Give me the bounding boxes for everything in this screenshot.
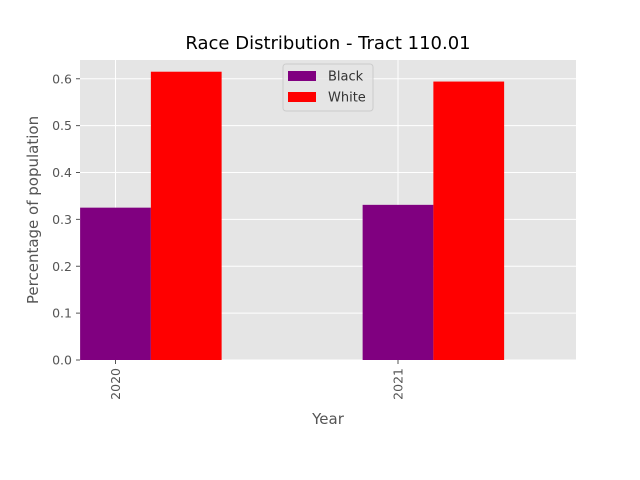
x-tick-label: 2021 <box>391 368 406 400</box>
bar-white-2021 <box>433 81 505 360</box>
bar-white-2020 <box>150 71 222 360</box>
legend: Black White <box>282 63 374 112</box>
y-tick-label: 0.5 <box>52 118 72 133</box>
y-tick-label: 0.2 <box>52 259 72 274</box>
y-axis-label: Percentage of population <box>24 116 42 304</box>
y-tick-label: 0.4 <box>52 165 72 180</box>
bar-black-2021 <box>362 204 434 360</box>
y-tick-label: 0.3 <box>52 212 72 227</box>
chart-title: Race Distribution - Tract 110.01 <box>185 33 470 54</box>
y-tick-label: 0.0 <box>52 353 72 368</box>
x-axis-label: Year <box>311 410 345 428</box>
legend-swatch-black <box>288 71 316 81</box>
x-axis-ticks: 2020 2021 <box>108 360 406 400</box>
bars <box>80 71 505 360</box>
y-tick-label: 0.1 <box>52 306 72 321</box>
legend-swatch-white <box>288 92 316 102</box>
bar-black-2020 <box>80 207 151 360</box>
y-tick-label: 0.6 <box>52 71 72 86</box>
y-axis-ticks: 0.0 0.1 0.2 0.3 0.4 0.5 0.6 <box>52 71 80 368</box>
x-tick-label: 2020 <box>108 368 123 400</box>
legend-label-white: White <box>328 91 366 106</box>
legend-label-black: Black <box>328 70 364 85</box>
